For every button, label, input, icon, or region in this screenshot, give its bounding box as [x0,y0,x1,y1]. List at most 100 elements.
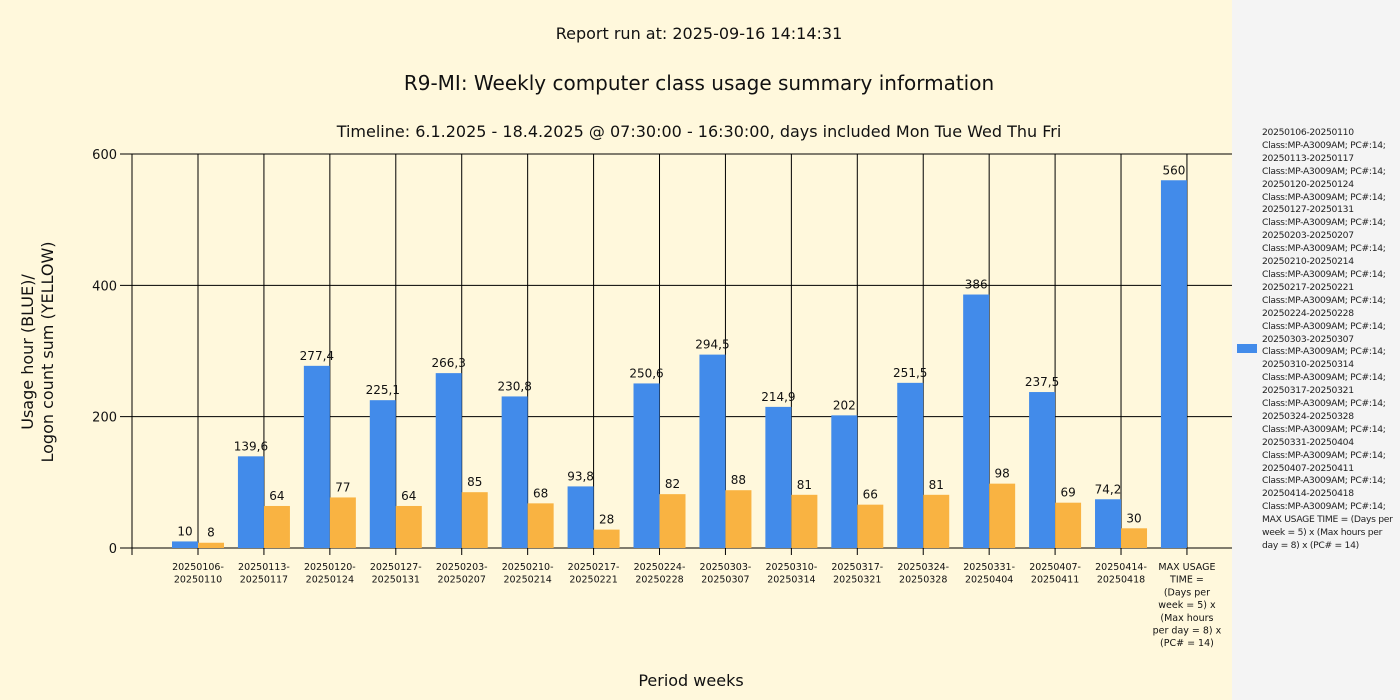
usage-bar [435,373,462,548]
x-tick-label: 20250127- [370,562,422,573]
logon-data-label: 30 [1126,511,1141,525]
usage-bar [172,541,198,548]
usage-data-label: 139,6 [234,439,268,453]
usage-bar [1160,180,1187,548]
legend-line: Class:MP-A3009AM; PC#:14; [1262,191,1386,203]
x-tick-label: 20250307 [701,575,749,586]
chart-title: R9-MI: Weekly computer class usage summa… [404,71,994,95]
usage-data-label: 294,5 [695,338,729,352]
logon-data-label: 64 [401,489,416,503]
x-tick-label: 20250411 [1031,575,1079,586]
usage-data-label: 560 [1162,163,1185,177]
logon-bar [527,503,554,548]
usage-bar [963,294,990,548]
x-tick-label: 20250414- [1095,562,1147,573]
y-axis-label-line2: Logon count sum (YELLOW) [38,241,57,462]
x-tick-label: 20250120- [304,562,356,573]
x-tick-label: 20250221 [569,575,617,586]
x-tick-label: 20250131 [372,575,420,586]
legend-line: Class:MP-A3009AM; PC#:14; [1262,320,1386,332]
x-tick-label: week = 5) x [1158,600,1216,611]
x-tick-label: 20250214 [503,575,551,586]
x-tick-label: 20250124 [306,575,354,586]
x-tick-label: 20250110 [174,575,222,586]
y-axis-label-line1: Usage hour (BLUE)/ [18,274,37,430]
usage-data-label: 386 [965,278,988,292]
logon-bar [659,494,686,548]
legend-line: Class:MP-A3009AM; PC#:14; [1262,449,1386,461]
legend-swatch-usage [1237,344,1257,353]
usage-data-label: 10 [177,524,192,538]
logon-bar [593,529,620,548]
legend-line: Class:MP-A3009AM; PC#:14; [1262,372,1386,384]
logon-data-label: 66 [863,488,878,502]
x-tick-label: 20250328 [899,575,947,586]
x-tick-label: 20250117 [240,575,288,586]
legend-line: Class:MP-A3009AM; PC#:14; [1262,243,1386,255]
legend-line: 20250331-20250404 [1262,436,1354,448]
legend-line: 20250414-20250418 [1262,488,1354,500]
x-tick-label: 20250203- [436,562,488,573]
legend-line: Class:MP-A3009AM; PC#:14; [1262,217,1386,229]
x-tick-label: MAX USAGE [1158,562,1215,573]
legend-line: 20250113-20250117 [1262,152,1354,164]
usage-data-label: 74,2 [1095,482,1122,496]
y-tick-label: 0 [109,542,117,557]
x-tick-label: per day = 8) x [1153,626,1222,637]
logon-bar [263,505,290,548]
legend-line: Class:MP-A3009AM; PC#:14; [1262,398,1386,410]
legend-line: 20250106-20250110 [1262,127,1354,138]
usage-data-label: 250,6 [629,366,663,380]
x-tick-label: 20250217- [568,562,620,573]
x-tick-label: 20250404 [965,575,1013,586]
legend-line: 20250203-20250207 [1262,230,1354,242]
logon-bar [198,542,224,548]
legend-line: 20250317-20250321 [1262,385,1354,397]
logon-bar [791,494,818,548]
usage-data-label: 277,4 [300,349,334,363]
logon-bar [395,505,422,548]
y-tick-label: 600 [92,148,117,163]
legend-line: 20250210-20250214 [1262,256,1354,268]
logon-data-label: 81 [929,478,944,492]
logon-bar [1055,502,1082,548]
legend-tail: MAX USAGE TIME = (Days per week = 5) x (… [1262,514,1393,551]
x-tick-label: 20250210- [502,562,554,573]
x-axis-label: Period weeks [638,671,743,690]
legend-line: Class:MP-A3009AM; PC#:14; [1262,475,1386,487]
usage-bar [831,415,858,548]
logon-data-label: 28 [599,513,614,527]
legend-line: 20250224-20250228 [1262,307,1354,319]
legend-line: Class:MP-A3009AM; PC#:14; [1262,501,1386,513]
usage-bar [1095,499,1122,548]
x-tick-label: 20250224- [634,562,686,573]
logon-data-label: 82 [665,477,680,491]
y-tick-label: 400 [92,279,117,294]
usage-data-label: 202 [833,398,856,412]
legend-line: 20250310-20250314 [1262,359,1354,371]
legend-panel [1232,0,1400,700]
usage-bar [567,486,594,548]
logon-data-label: 69 [1060,486,1075,500]
legend-line: 20250217-20250221 [1262,281,1354,293]
chart-subtitle: Timeline: 6.1.2025 - 18.4.2025 @ 07:30:0… [336,122,1062,141]
usage-bar [897,382,924,548]
x-tick-label: 20250418 [1097,575,1145,586]
usage-bar [237,456,264,548]
usage-bar [699,354,726,548]
usage-data-label: 225,1 [366,383,400,397]
logon-bar [857,504,884,548]
usage-data-label: 266,3 [432,356,466,370]
usage-bar [501,396,528,548]
logon-data-label: 81 [797,478,812,492]
legend-line: Class:MP-A3009AM; PC#:14; [1262,139,1386,151]
legend-line: 20250407-20250411 [1262,462,1354,474]
logon-bar [329,497,356,548]
bar-chart: Report run at: 2025-09-16 14:14:31 R9-MI… [18,24,1232,690]
y-tick-label: 200 [92,411,117,426]
usage-bar [303,365,330,548]
logon-data-label: 77 [335,480,350,494]
usage-data-label: 214,9 [761,390,795,404]
legend-line: 20250303-20250307 [1262,333,1354,345]
logon-bar [725,490,752,548]
